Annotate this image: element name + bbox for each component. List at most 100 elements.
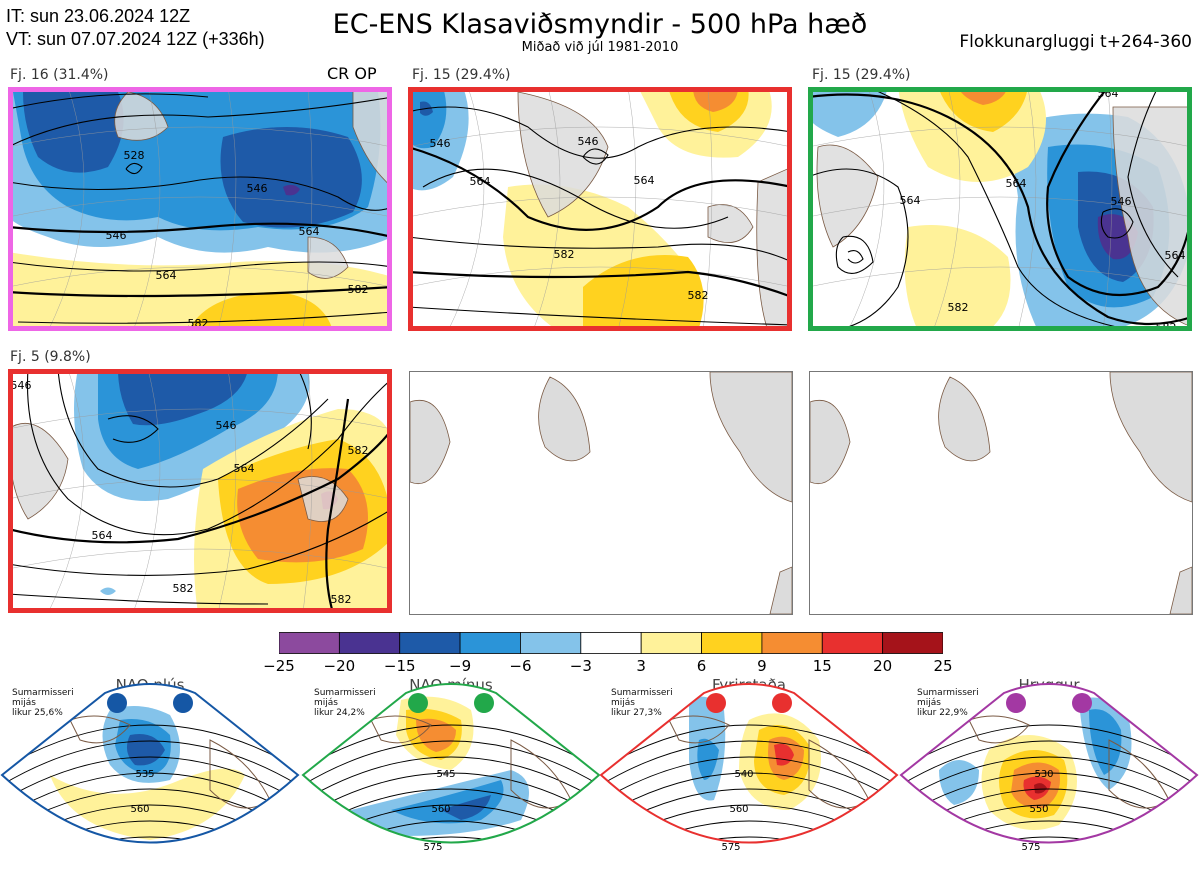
regime-anomaly (416, 718, 456, 752)
colorbar-swatch (279, 632, 340, 654)
land-shape (538, 376, 591, 462)
colorbar-swatch (520, 632, 582, 654)
land-shape (517, 91, 609, 218)
regime-contour (303, 836, 599, 843)
height-contour (8, 508, 392, 576)
regime-marker (107, 693, 127, 713)
weather-regime-maps: 535 560 545 560 575 540 560 575 530 550 575 (0, 683, 1199, 871)
regime-anomaly (1034, 783, 1047, 794)
regime-contour (2, 724, 298, 771)
colorbar-swatch (882, 632, 943, 654)
panel-4-label: Fj. 5 (9.8%) (10, 349, 91, 365)
regime-anomaly (441, 795, 491, 820)
height-contour (107, 415, 159, 443)
colorbar-tick-label: −6 (509, 657, 532, 675)
regime-outline (301, 683, 601, 844)
anomaly-shading (693, 87, 738, 112)
regime-2-info: Sumarmisseri mijás likur 24,2% (314, 688, 376, 718)
regime-content (899, 684, 1199, 871)
graticule-line (8, 196, 392, 218)
colorbar-swatch (821, 632, 884, 654)
height-contour (408, 145, 792, 231)
height-contour (8, 285, 392, 298)
height-contour (8, 93, 209, 110)
graticule-line (847, 87, 885, 331)
regime-marker (173, 693, 193, 713)
graticule-line (808, 266, 1192, 288)
contour-label: 564 (1006, 177, 1027, 190)
anomaly-shading (503, 87, 772, 331)
cluster-border (8, 369, 392, 613)
valid-time: VT: sun 07.07.2024 12Z (+336h) (6, 29, 265, 49)
height-contour (408, 270, 792, 299)
height-contour (297, 369, 312, 450)
land-shape (810, 400, 851, 484)
land-shape (410, 400, 451, 484)
panel-3-label: Fj. 15 (29.4%) (812, 67, 911, 83)
graticule-line (408, 266, 792, 288)
regime-contour (601, 772, 897, 819)
regime-contour (901, 756, 1197, 803)
contour-label: 582 (348, 444, 369, 457)
regime-contour (901, 836, 1197, 843)
land-shape (769, 566, 792, 614)
contour-label: 564 (634, 174, 655, 187)
regime-marker (408, 693, 428, 713)
regime-contour (303, 724, 599, 771)
graticule-line (8, 548, 392, 570)
height-contour (26, 369, 392, 536)
contour-label: 546 (578, 135, 599, 148)
height-contour (1127, 87, 1179, 278)
contour-label: 582 (173, 582, 194, 595)
cluster-map-1: 528 546 546 564 564 582 582 (8, 87, 392, 331)
contour-label: 582 (348, 283, 369, 296)
panel-5-svg (410, 372, 792, 614)
initial-time: IT: sun 23.06.2024 12Z (6, 6, 191, 26)
regime-contour (899, 853, 1199, 871)
height-contour (8, 428, 392, 544)
colorbar-tick-label: −25 (263, 657, 295, 675)
page-title: EC-ENS Klasaviðsmyndir - 500 hPa hæð (332, 9, 868, 40)
regime-contour-label: 535 (135, 769, 154, 780)
contour-label: 564 (299, 225, 320, 238)
height-contour (408, 306, 792, 326)
colorbar-swatch (761, 632, 823, 654)
regime-contour (303, 772, 599, 819)
regime-marker (1072, 693, 1092, 713)
colorbar-tick-label: 20 (873, 657, 893, 675)
panel-4-svg: 546 546 564 564 582 582 582 (8, 369, 392, 613)
graticule-line (217, 369, 237, 613)
regime-content (599, 684, 899, 871)
height-contour (847, 250, 864, 264)
graticule-line (8, 126, 392, 148)
regime-contour (303, 740, 599, 787)
colorbar-swatch (338, 632, 401, 654)
graticule-line (932, 87, 961, 331)
regime-contour (0, 853, 300, 871)
regime-map-2: 545 560 575 (301, 683, 601, 853)
height-contour (1100, 208, 1134, 239)
regime-contour (599, 853, 899, 871)
page-subtitle: Miðað við júl 1981-2010 (521, 40, 679, 55)
height-contour (8, 176, 392, 211)
regime-map-1: 535 560 (0, 683, 300, 871)
regime-contour (303, 820, 599, 843)
graticule-line (617, 87, 637, 331)
regime-contour (901, 772, 1197, 819)
contour-label: 546 (430, 137, 451, 150)
graticule-line (532, 87, 561, 331)
regime-contour-label: 560 (130, 804, 149, 815)
anomaly-shading (938, 87, 1028, 132)
contour-label: 582 (331, 593, 352, 606)
anomaly-shading (118, 369, 248, 426)
colorbar-swatch (580, 632, 642, 654)
regime-4-info: Sumarmisseri mijás likur 22,9% (917, 688, 979, 718)
graticule-line (447, 87, 485, 331)
regime-contour (303, 756, 599, 803)
empty-map-5 (409, 371, 793, 615)
height-contour (1046, 87, 1192, 297)
regime-contour (601, 740, 897, 787)
contour-label: 564 (1165, 249, 1186, 262)
regime-map-4: 530 550 575 (899, 683, 1199, 871)
height-contour (8, 96, 392, 148)
